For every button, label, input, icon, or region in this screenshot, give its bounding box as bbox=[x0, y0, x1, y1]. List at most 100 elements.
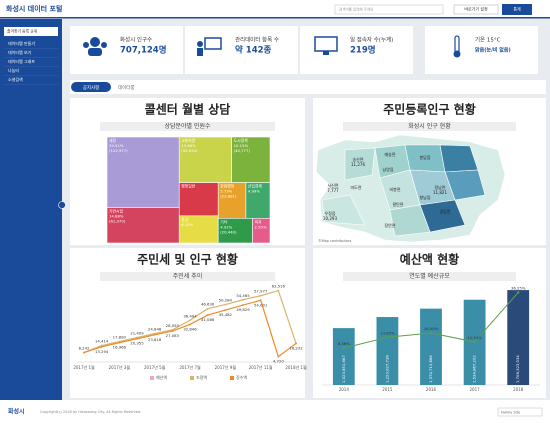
treemap-cell bbox=[245, 182, 271, 219]
treemap-cell bbox=[178, 136, 232, 183]
bar bbox=[376, 317, 399, 385]
region-label: 매송면 bbox=[384, 151, 395, 157]
legend-label: 징수액 bbox=[236, 374, 247, 380]
region-label: 서신면 bbox=[327, 182, 338, 188]
bar bbox=[507, 290, 530, 385]
data-label: 8,242 bbox=[79, 346, 90, 351]
x-tick-label: 2015 bbox=[382, 387, 393, 392]
series-point bbox=[277, 355, 280, 358]
sidebar-dropdown[interactable] bbox=[4, 27, 58, 36]
search-box[interactable] bbox=[334, 4, 444, 15]
stat-icons bbox=[83, 35, 461, 58]
series-point bbox=[100, 345, 103, 348]
bar bbox=[420, 308, 442, 385]
family-site-label: Family Site bbox=[501, 411, 520, 415]
x-tick-label: 2016 bbox=[426, 387, 437, 392]
panel-title: 주민세 및 인구 현황 bbox=[137, 252, 238, 267]
treemap-label: 교통차량 bbox=[181, 138, 195, 143]
menu-item[interactable]: 데이터맵 만들기 bbox=[8, 40, 35, 46]
chart-subtitle: 화성시 인구 현황 bbox=[408, 122, 451, 130]
panel-title: 예산액 현황 bbox=[400, 252, 459, 267]
region-label: 마도면 bbox=[350, 184, 361, 190]
tab-bar bbox=[70, 80, 546, 94]
subtitle-bar bbox=[100, 122, 275, 131]
treemap-detail: (61,370) bbox=[109, 218, 126, 223]
rate-point bbox=[473, 340, 476, 344]
treemap-label: 복지 bbox=[255, 219, 262, 224]
treemap-label: 기타 bbox=[220, 219, 227, 224]
bar-label: 1,374,713,886 bbox=[428, 355, 433, 383]
x-tick-label: 2018 bbox=[513, 387, 524, 392]
legend-label: 예산액 bbox=[156, 374, 167, 380]
panel-title: 주민등록인구 현황 bbox=[383, 102, 476, 117]
data-label: 36,494 bbox=[183, 313, 197, 318]
legend-swatch bbox=[190, 376, 194, 380]
treemap-detail: (55,634) bbox=[181, 148, 198, 153]
stats-button[interactable] bbox=[502, 4, 532, 15]
map-shapes bbox=[315, 134, 506, 243]
bar-label: 1,223,027,738 bbox=[384, 355, 389, 383]
treemap-cell bbox=[217, 218, 253, 244]
series-point bbox=[153, 333, 156, 336]
series-point bbox=[295, 342, 297, 345]
treemap-label: 행정일반 bbox=[181, 184, 195, 189]
region-label: 비봉면 bbox=[389, 186, 400, 192]
sidebar-toggle[interactable] bbox=[58, 201, 66, 209]
treemap-label: 도시정책 bbox=[234, 138, 248, 143]
treemap-value: 2.50% bbox=[255, 224, 267, 229]
chart-subtitle: 주민세 추이 bbox=[173, 272, 203, 280]
menu-item[interactable]: 나눔터 bbox=[8, 67, 19, 73]
treemap-value: 5.73% bbox=[220, 189, 232, 194]
panel bbox=[70, 248, 305, 398]
x-tick-label: 2018년 1월 bbox=[285, 364, 307, 370]
x-tick-label: 2017년 1월 bbox=[73, 364, 95, 370]
treemap-label: 세정 bbox=[109, 138, 116, 143]
stat-label: 기온 15°C bbox=[475, 36, 501, 44]
family-site-select[interactable] bbox=[497, 407, 543, 417]
rate-point bbox=[517, 291, 520, 294]
rate-label: 16.00% bbox=[424, 326, 439, 331]
shortcut-button[interactable] bbox=[453, 4, 499, 15]
menu-item[interactable]: 데이터맵 그래프 bbox=[8, 58, 35, 64]
region-value: 10,293 bbox=[323, 216, 337, 221]
data-label: 14,414 bbox=[95, 339, 109, 344]
tab-label[interactable]: 데이터룸 bbox=[118, 84, 135, 91]
tab-active[interactable] bbox=[71, 82, 111, 92]
stat-label: 화성시 인구수 bbox=[120, 36, 152, 44]
series-point bbox=[224, 309, 227, 311]
stat-value: 약 142종 bbox=[235, 45, 272, 56]
treemap-detail: (23,881) bbox=[220, 194, 237, 199]
dropdown-label: 즐겨찾기 등록 순위 bbox=[7, 29, 37, 34]
series-point bbox=[259, 294, 262, 297]
series-point bbox=[136, 337, 138, 340]
bar-label: 1,708,323,534 bbox=[515, 355, 520, 383]
data-label: 17,890 bbox=[113, 335, 127, 340]
legend-label: 조정액 bbox=[196, 374, 207, 380]
treemap-label: 환경 bbox=[181, 217, 188, 222]
series-point bbox=[242, 304, 244, 306]
treemap-label: 한림행정 bbox=[220, 184, 234, 189]
data-label: 32,846 bbox=[183, 326, 197, 331]
data-label: 50,284 bbox=[219, 298, 233, 303]
data-label: 54,465 bbox=[236, 293, 250, 298]
region-value: 11,821 bbox=[433, 190, 447, 195]
treemap-cell bbox=[106, 136, 180, 208]
x-tick-label: 2017년 11월 bbox=[249, 364, 273, 370]
site-title[interactable]: 화성시 데이터 포털 bbox=[6, 4, 62, 13]
rate-label: 8.46% bbox=[338, 341, 350, 346]
data-label: 27,083 bbox=[166, 333, 180, 338]
bar-label: 1,534,867,202 bbox=[472, 355, 477, 383]
data-label: 41,086 bbox=[201, 317, 215, 322]
menu-item[interactable]: 데이터맵 보기 bbox=[8, 49, 32, 55]
region-label: 남양읍 bbox=[382, 166, 393, 172]
treemap-detail: (20,440) bbox=[220, 229, 237, 234]
legend-swatch bbox=[230, 376, 234, 380]
x-tick-label: 2017 bbox=[470, 387, 481, 392]
menu-item[interactable]: 소셜검색 bbox=[8, 76, 23, 82]
data-label: 54,001 bbox=[254, 302, 268, 307]
treemap-label: 기반시설 bbox=[109, 208, 123, 213]
treemap-cell bbox=[106, 207, 180, 244]
rate-point bbox=[386, 336, 389, 339]
treemap-value: 14.88% bbox=[109, 213, 124, 218]
